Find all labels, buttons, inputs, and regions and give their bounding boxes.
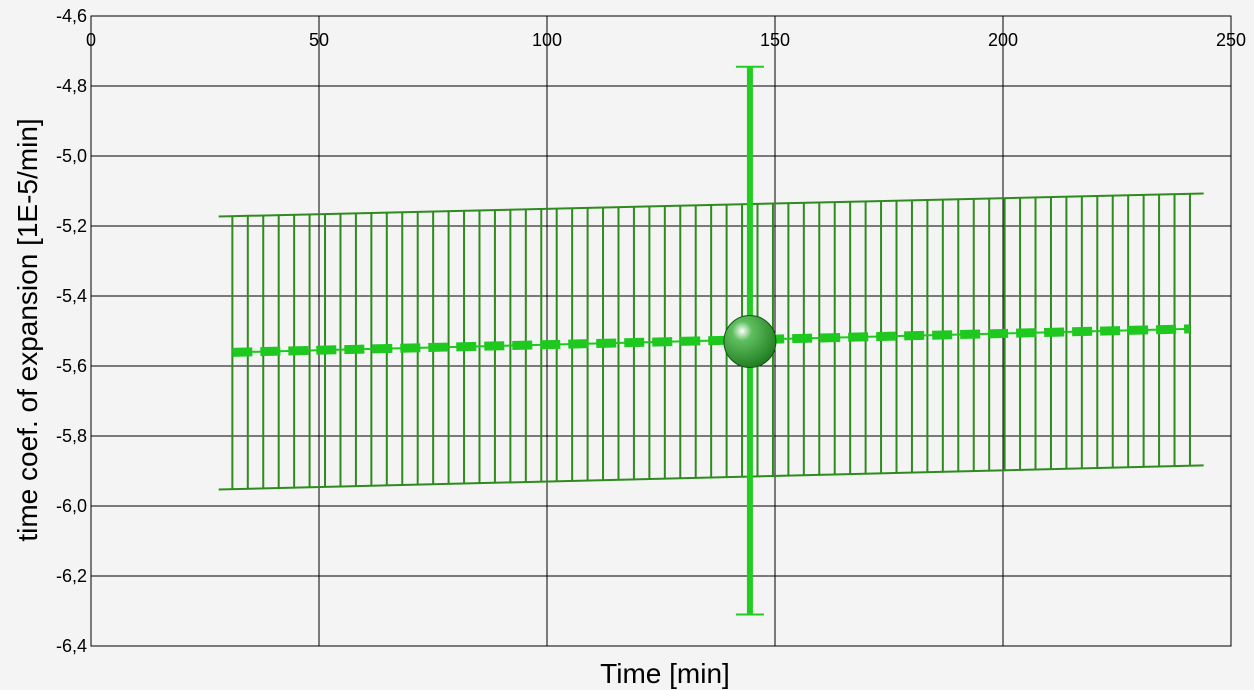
y-tick-label: -5,8 bbox=[56, 426, 87, 446]
plot-frame bbox=[90, 15, 1232, 647]
y-tick-label: -4,8 bbox=[56, 76, 87, 96]
tick-labels: 0 50 100 150 200 250 -4,6 -4,8 -5,0 -5,2 -5,4 -5,6 -… bbox=[56, 6, 1246, 656]
fit-line-dashed bbox=[232, 324, 1191, 357]
y-tick-label: -6,4 bbox=[56, 636, 87, 656]
y-tick-label: -4,6 bbox=[56, 6, 87, 26]
x-axis-label: Time [min] bbox=[600, 658, 730, 689]
y-tick-label: -5,0 bbox=[56, 146, 87, 166]
x-tick-label: 0 bbox=[86, 30, 96, 50]
data-point-group bbox=[723, 65, 777, 616]
y-tick-label: -5,4 bbox=[56, 286, 87, 306]
y-axis-label: time coef. of expansion [1E-5/min] bbox=[12, 118, 43, 541]
y-tick-label: -5,2 bbox=[56, 216, 87, 236]
x-tick-label: 150 bbox=[760, 30, 790, 50]
y-tick-label: -5,6 bbox=[56, 356, 87, 376]
x-tick-label: 250 bbox=[1216, 30, 1246, 50]
x-tick-label: 100 bbox=[532, 30, 562, 50]
x-tick-label: 200 bbox=[988, 30, 1018, 50]
data-point bbox=[723, 315, 777, 368]
x-tick-label: 50 bbox=[309, 30, 329, 50]
grid bbox=[90, 15, 1232, 647]
fit-line bbox=[232, 324, 1191, 357]
y-tick-label: -6,0 bbox=[56, 496, 87, 516]
y-tick-label: -6,2 bbox=[56, 566, 87, 586]
